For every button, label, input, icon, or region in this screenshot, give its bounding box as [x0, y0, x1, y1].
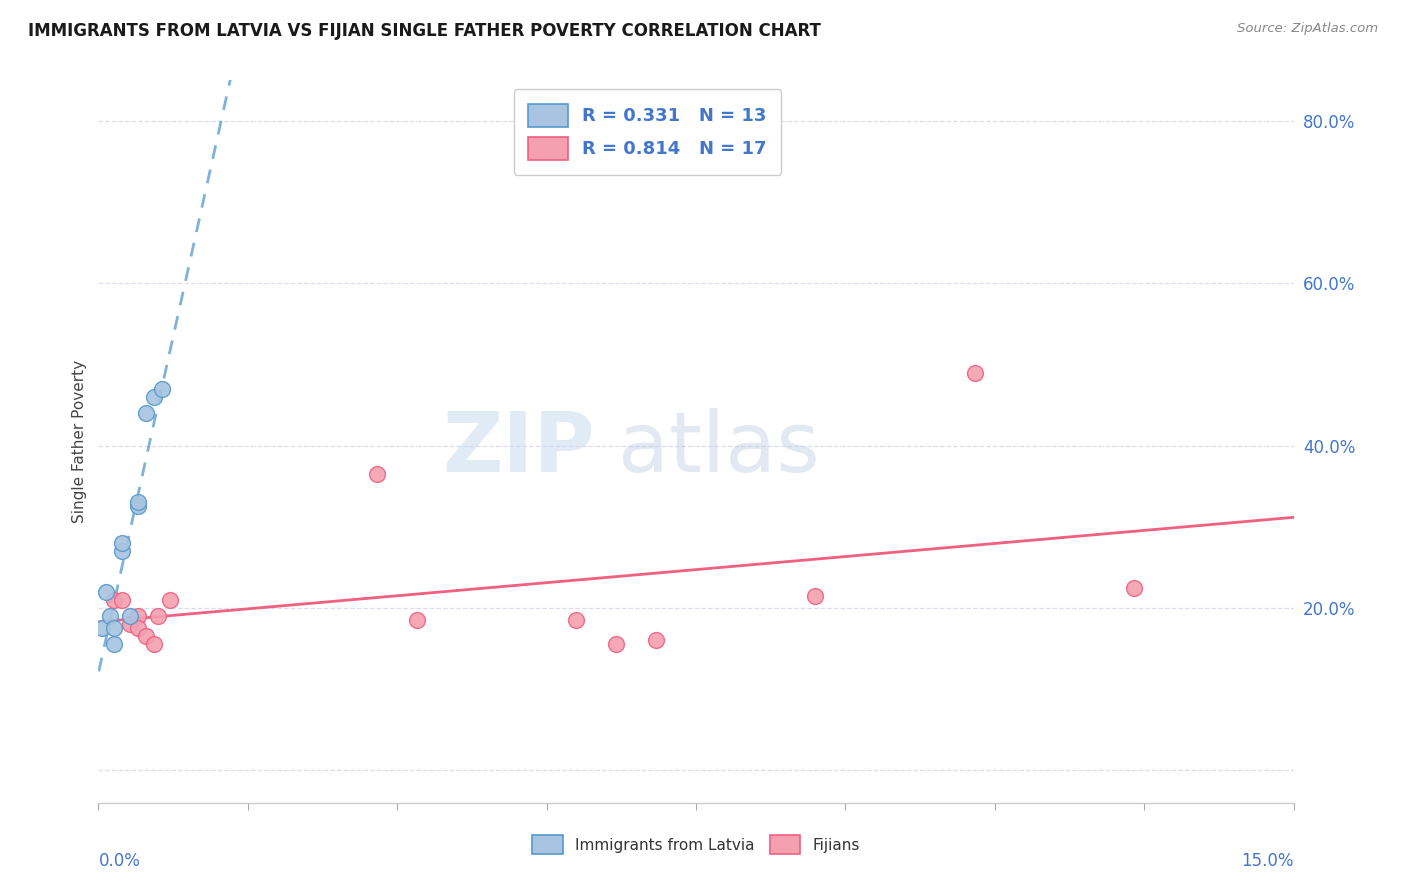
- Point: [150, 382, 173, 396]
- Point: [120, 617, 142, 632]
- Text: atlas: atlas: [619, 409, 820, 490]
- Text: 15.0%: 15.0%: [1241, 852, 1294, 870]
- Point: [148, 609, 170, 624]
- Point: [605, 638, 627, 652]
- Point: [143, 638, 166, 652]
- Text: ZIP: ZIP: [441, 409, 595, 490]
- Point: [406, 613, 429, 627]
- Point: [645, 633, 668, 648]
- Point: [103, 621, 125, 635]
- Point: [111, 544, 134, 558]
- Text: Source: ZipAtlas.com: Source: ZipAtlas.com: [1237, 22, 1378, 36]
- Point: [127, 621, 149, 635]
- Point: [96, 584, 118, 599]
- Point: [159, 592, 181, 607]
- Text: 0.0%: 0.0%: [98, 852, 141, 870]
- Point: [120, 609, 142, 624]
- Point: [135, 629, 157, 643]
- Point: [111, 592, 134, 607]
- Point: [103, 638, 125, 652]
- Point: [1123, 581, 1146, 595]
- Point: [127, 495, 149, 509]
- Point: [366, 467, 388, 481]
- Point: [111, 536, 134, 550]
- Point: [804, 589, 827, 603]
- Point: [127, 609, 149, 624]
- Point: [963, 366, 986, 380]
- Text: IMMIGRANTS FROM LATVIA VS FIJIAN SINGLE FATHER POVERTY CORRELATION CHART: IMMIGRANTS FROM LATVIA VS FIJIAN SINGLE …: [28, 22, 821, 40]
- Point: [98, 609, 122, 624]
- Point: [91, 621, 114, 635]
- Y-axis label: Single Father Poverty: Single Father Poverty: [72, 360, 87, 523]
- Point: [103, 592, 125, 607]
- Legend: Immigrants from Latvia, Fijians: Immigrants from Latvia, Fijians: [526, 830, 866, 860]
- Point: [565, 613, 588, 627]
- Point: [143, 390, 166, 404]
- Point: [127, 500, 149, 514]
- Point: [135, 406, 157, 420]
